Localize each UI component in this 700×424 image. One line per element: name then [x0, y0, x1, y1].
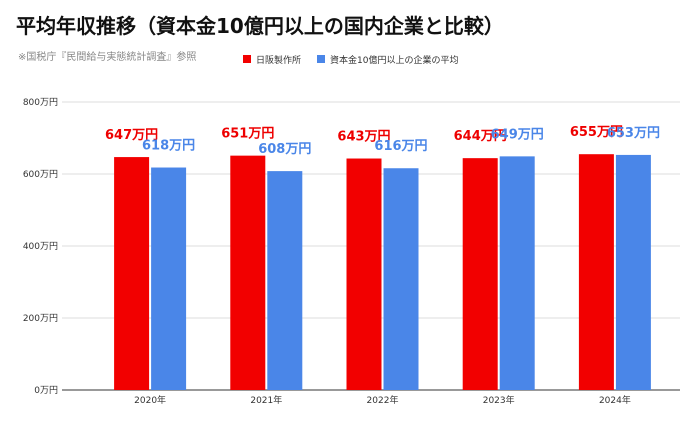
y-tick-label: 600万円	[23, 169, 58, 180]
data-label-series-1: 644万円	[454, 129, 507, 144]
data-label-series-1: 655万円	[570, 125, 623, 140]
data-label-series-2: 608万円	[258, 142, 311, 157]
source-note: ※国税庁『民間給与実態統計調査』参照	[18, 52, 197, 63]
bar-series-1	[462, 158, 498, 390]
legend: 日阪製作所 資本金10億円以上の企業の平均	[243, 54, 458, 66]
legend-label-series-1: 日阪製作所	[256, 54, 301, 66]
data-label-series-1: 643万円	[337, 130, 390, 145]
x-axis: 2020年 2021年 2022年 2023年 2024年	[134, 394, 631, 406]
data-label-series-2: 618万円	[142, 139, 195, 154]
bar-series-2	[499, 156, 535, 390]
bar-series-1	[230, 155, 266, 390]
y-tick-label: 800万円	[23, 97, 58, 108]
legend-swatch-series-1	[243, 55, 251, 63]
bar-series-1	[578, 154, 614, 390]
data-label-series-2: 616万円	[374, 139, 427, 154]
bar-series-1	[114, 157, 150, 390]
data-label-series-2: 649万円	[491, 127, 544, 142]
data-label-series-1: 651万円	[221, 127, 274, 142]
bar-series-2	[151, 167, 187, 390]
x-tick-label: 2024年	[599, 394, 631, 406]
x-tick-label: 2022年	[367, 394, 399, 406]
x-tick-label: 2023年	[483, 394, 515, 406]
bar-series-2	[267, 171, 303, 390]
y-tick-label: 0万円	[34, 385, 58, 396]
bar-series-1	[346, 158, 382, 390]
bar-series-2	[383, 168, 419, 390]
y-tick-label: 400万円	[23, 241, 58, 252]
data-label-series-1: 647万円	[105, 128, 158, 143]
y-tick-label: 200万円	[23, 313, 58, 324]
bars	[114, 154, 651, 390]
x-tick-label: 2021年	[250, 394, 282, 406]
y-axis: 0万円 200万円 400万円 600万円 800万円	[23, 97, 58, 396]
legend-swatch-series-2	[317, 55, 325, 63]
bar-series-2	[615, 154, 651, 390]
data-label-series-2: 653万円	[607, 126, 660, 141]
legend-label-series-2: 資本金10億円以上の企業の平均	[330, 54, 458, 66]
x-tick-label: 2020年	[134, 394, 166, 406]
chart-title: 平均年収推移（資本金10億円以上の国内企業と比較）	[16, 14, 504, 38]
